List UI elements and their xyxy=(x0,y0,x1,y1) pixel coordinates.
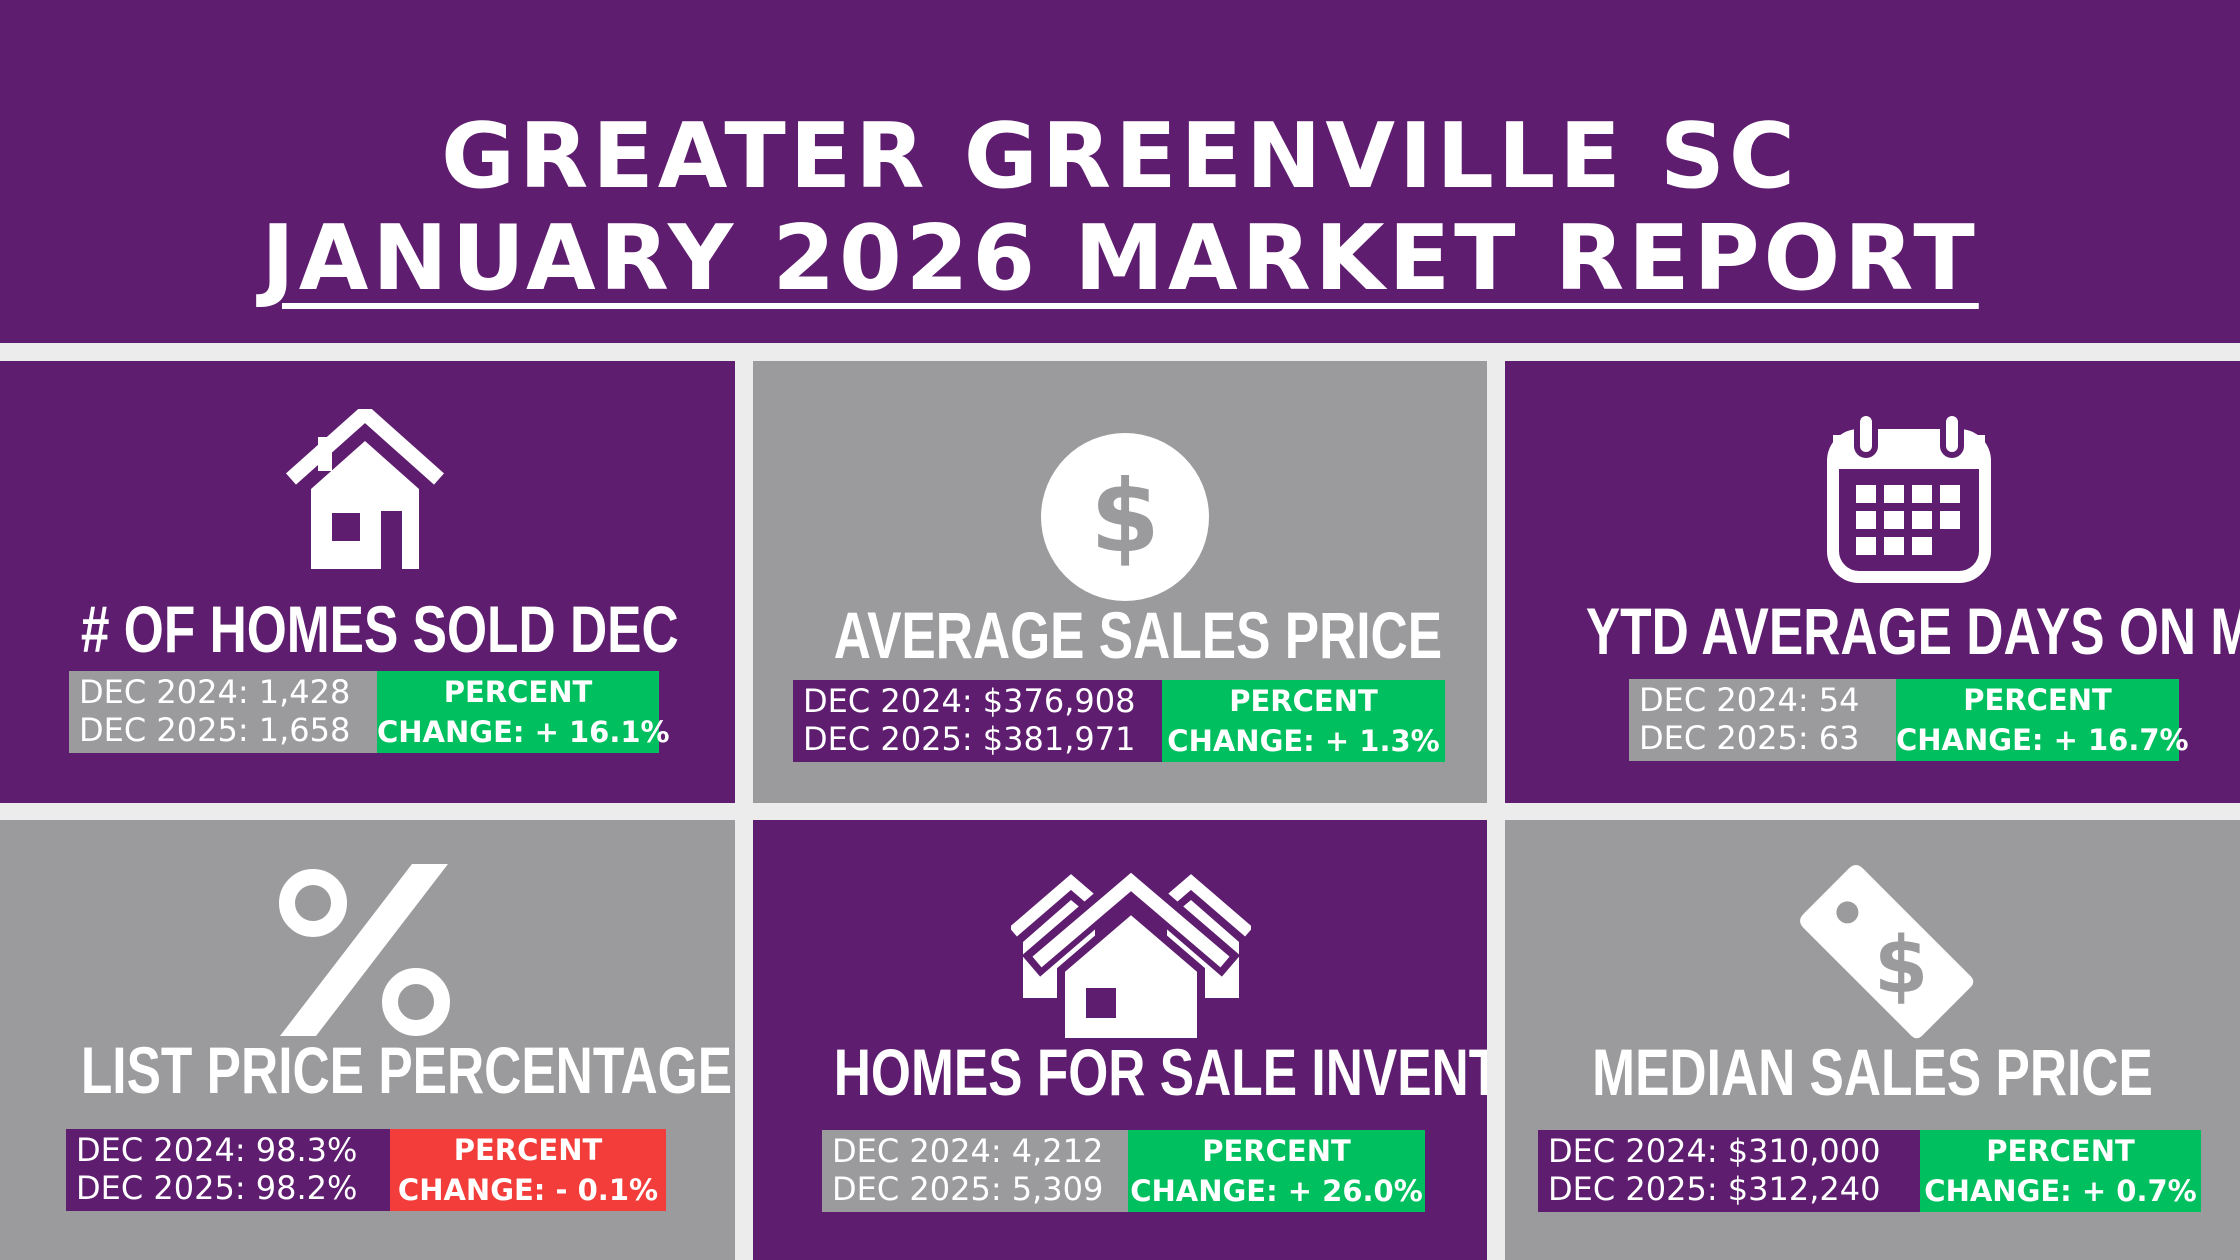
stat-2025: DEC 2025: $381,971 xyxy=(803,720,1136,758)
panel-title: MEDIAN SALES PRICE xyxy=(1592,1035,2153,1109)
svg-text:$: $ xyxy=(1090,458,1160,575)
svg-text:$: $ xyxy=(1874,921,1928,1011)
percent-change-badge: PERCENT CHANGE: + 0.7% xyxy=(1920,1130,2201,1212)
report-title-line1: GREATER GREENVILLE SC xyxy=(441,104,1799,209)
percent-icon xyxy=(279,864,450,1036)
panel-homes-for-sale-inventory: HOMES FOR SALE INVENTORY DEC 2024: 4,212… xyxy=(753,820,1487,1260)
panel-title: YTD AVERAGE DAYS ON MARKET xyxy=(1585,594,2240,668)
panel-homes-sold: # OF HOMES SOLD DEC DEC 2024: 1,428 DEC … xyxy=(0,361,735,803)
stat-2024: DEC 2024: $310,000 xyxy=(1548,1132,1881,1170)
panel-median-sales-price: $ MEDIAN SALES PRICE DEC 2024: $310,000 … xyxy=(1505,820,2240,1260)
panel-title: LIST PRICE PERCENTAGE xyxy=(80,1033,733,1107)
report-title-line2: JANUARY 2026 MARKET REPORT xyxy=(261,206,1979,311)
price-tag-icon: $ xyxy=(1800,865,1974,1039)
stat-box: DEC 2024: 54 DEC 2025: 63 PERCENT CHANGE… xyxy=(1629,679,2189,761)
percent-change-value: CHANGE: + 1.3% xyxy=(1167,724,1440,758)
percent-label: PERCENT xyxy=(1986,1134,2135,1168)
percent-change-badge: PERCENT CHANGE: + 1.3% xyxy=(1162,680,1445,762)
stat-values: DEC 2024: 98.3% DEC 2025: 98.2% xyxy=(66,1129,390,1211)
percent-change-badge: PERCENT CHANGE: + 16.7% xyxy=(1896,679,2189,761)
stat-box: DEC 2024: $376,908 DEC 2025: $381,971 PE… xyxy=(793,680,1445,762)
stat-box: DEC 2024: $310,000 DEC 2025: $312,240 PE… xyxy=(1538,1130,2201,1212)
stat-box: DEC 2024: 98.3% DEC 2025: 98.2% PERCENT … xyxy=(66,1129,666,1211)
stat-box: DEC 2024: 1,428 DEC 2025: 1,658 PERCENT … xyxy=(69,671,670,753)
percent-label: PERCENT xyxy=(1202,1134,1351,1168)
stat-2025: DEC 2025: 63 xyxy=(1639,719,1860,757)
stat-2024: DEC 2024: 98.3% xyxy=(76,1131,358,1169)
percent-label: PERCENT xyxy=(453,1133,603,1167)
percent-label: PERCENT xyxy=(443,675,593,709)
percent-label: PERCENT xyxy=(1229,684,1378,718)
stat-box: DEC 2024: 4,212 DEC 2025: 5,309 PERCENT … xyxy=(822,1130,1425,1212)
stat-values: DEC 2024: 4,212 DEC 2025: 5,309 xyxy=(822,1130,1128,1212)
dollar-coin-icon: $ xyxy=(1041,433,1209,601)
panel-average-sales-price: $ AVERAGE SALES PRICE DEC 2024: $376,908… xyxy=(753,361,1487,803)
stat-2025: DEC 2025: 98.2% xyxy=(76,1169,358,1207)
panel-title: AVERAGE SALES PRICE xyxy=(833,598,1443,672)
percent-change-value: CHANGE: + 16.1% xyxy=(377,715,670,749)
percent-change-badge: PERCENT CHANGE: + 26.0% xyxy=(1128,1130,1425,1212)
percent-label: PERCENT xyxy=(1963,683,2112,717)
stat-values: DEC 2024: $376,908 DEC 2025: $381,971 xyxy=(793,680,1162,762)
stat-values: DEC 2024: $310,000 DEC 2025: $312,240 xyxy=(1538,1130,1920,1212)
stat-2025: DEC 2025: 1,658 xyxy=(79,711,351,749)
stat-2024: DEC 2024: 1,428 xyxy=(79,673,351,711)
stat-2024: DEC 2024: 54 xyxy=(1639,681,1860,719)
stat-values: DEC 2024: 1,428 DEC 2025: 1,658 xyxy=(69,671,377,753)
stat-2024: DEC 2024: $376,908 xyxy=(803,682,1136,720)
panel-title: # OF HOMES SOLD DEC xyxy=(80,592,679,666)
panel-days-on-market: YTD AVERAGE DAYS ON MARKET DEC 2024: 54 … xyxy=(1505,361,2240,803)
percent-change-badge: PERCENT CHANGE: + 16.1% xyxy=(377,671,670,753)
percent-change-value: CHANGE: - 0.1% xyxy=(397,1173,659,1207)
percent-change-value: CHANGE: + 0.7% xyxy=(1924,1174,2197,1208)
calendar-icon xyxy=(1827,413,1991,583)
house-icon xyxy=(286,409,444,569)
stat-2024: DEC 2024: 4,212 xyxy=(832,1132,1104,1170)
percent-change-value: CHANGE: + 16.7% xyxy=(1896,723,2189,757)
panel-title: HOMES FOR SALE INVENTORY xyxy=(833,1035,1487,1109)
stat-2025: DEC 2025: $312,240 xyxy=(1548,1170,1881,1208)
percent-change-value: CHANGE: + 26.0% xyxy=(1130,1174,1423,1208)
report-header: GREATER GREENVILLE SC JANUARY 2026 MARKE… xyxy=(0,0,2240,343)
stat-values: DEC 2024: 54 DEC 2025: 63 xyxy=(1629,679,1896,761)
houses-icon xyxy=(1011,870,1251,1042)
percent-change-badge: PERCENT CHANGE: - 0.1% xyxy=(390,1129,666,1211)
stat-2025: DEC 2025: 5,309 xyxy=(832,1170,1104,1208)
panel-list-price-percentage: LIST PRICE PERCENTAGE DEC 2024: 98.3% DE… xyxy=(0,820,735,1260)
